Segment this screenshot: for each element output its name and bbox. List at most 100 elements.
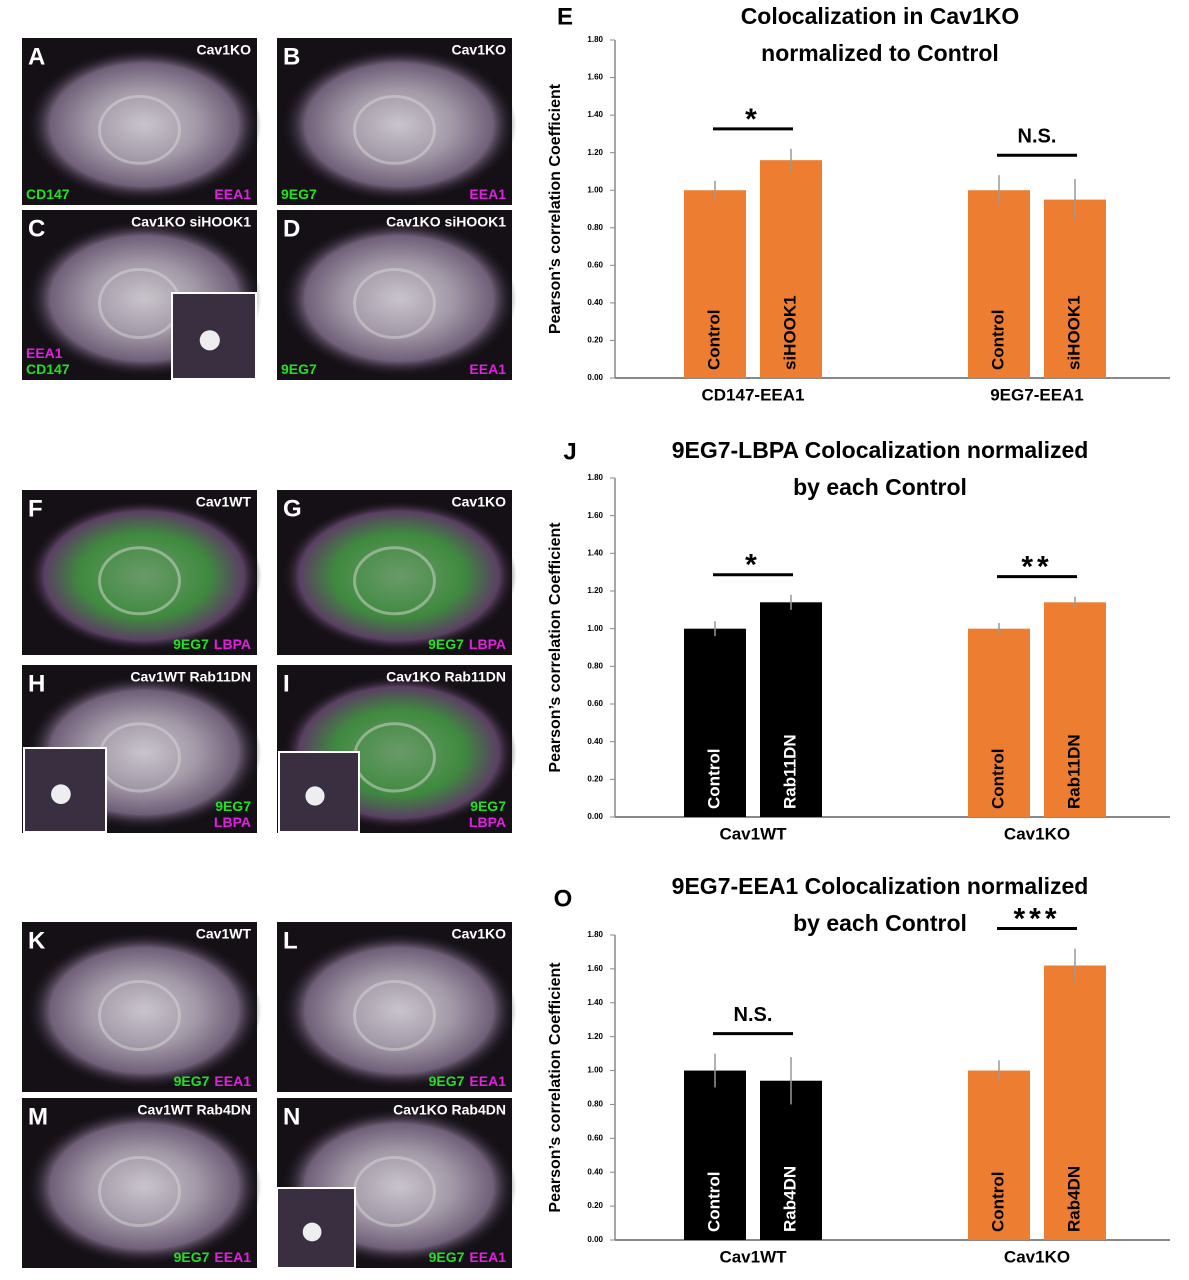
stain-name: LBPA xyxy=(469,636,506,652)
nucleus xyxy=(353,980,436,1051)
y-tick-label: 0.00 xyxy=(587,373,603,382)
micrograph xyxy=(277,38,517,205)
y-tick-label: 0.60 xyxy=(587,260,603,269)
panel-letter: E xyxy=(557,3,573,30)
y-tick-label: 1.80 xyxy=(587,35,603,44)
stain-label: 9EG7 xyxy=(470,798,506,814)
stain-name: LBPA xyxy=(214,814,251,830)
bar xyxy=(684,190,746,378)
stain-name: LBPA xyxy=(469,814,506,830)
stain-name: 9EG7 xyxy=(215,798,251,814)
category-label: Cav1WT xyxy=(719,824,787,843)
y-tick-label: 1.60 xyxy=(587,964,603,973)
stain-label: EEA1 xyxy=(469,186,506,202)
nucleus xyxy=(353,546,436,616)
inset-spot xyxy=(51,784,71,805)
stain-label: 9EG7 EEA1 xyxy=(174,1249,252,1265)
panel-condition: Cav1WT xyxy=(196,494,252,510)
y-tick-label: 0.00 xyxy=(587,1235,603,1244)
panel-letter: F xyxy=(28,495,43,522)
y-tick-label: 0.00 xyxy=(587,812,603,821)
stain-label: 9EG7 LBPA xyxy=(428,636,506,652)
cell xyxy=(26,499,262,652)
significance-label: * xyxy=(745,103,761,136)
stain-name: EEA1 xyxy=(469,1073,506,1089)
cell xyxy=(281,220,517,377)
panel-letter: H xyxy=(28,670,45,697)
y-tick-label: 0.20 xyxy=(587,1201,603,1210)
bar xyxy=(760,160,822,378)
panel-letter: N xyxy=(283,1103,300,1130)
bar xyxy=(968,190,1030,378)
category-label: Cav1KO xyxy=(1004,1247,1070,1266)
panel-condition: Cav1KO xyxy=(197,42,252,58)
cell xyxy=(26,932,262,1089)
panel-condition: Cav1KO xyxy=(452,42,507,58)
bar-label: Control xyxy=(988,749,1007,809)
cell xyxy=(281,499,517,652)
category-label: Cav1KO xyxy=(1004,824,1070,843)
stain-name: EEA1 xyxy=(214,1073,251,1089)
significance-label: N.S. xyxy=(734,1004,773,1026)
bar xyxy=(968,628,1030,817)
panel-letter: G xyxy=(283,495,302,522)
y-tick-label: 1.60 xyxy=(587,511,603,520)
micrograph xyxy=(22,210,262,380)
bar-label: Rab4DN xyxy=(1064,1166,1083,1232)
micrograph xyxy=(277,922,517,1092)
stain-label: 9EG7 EEA1 xyxy=(429,1073,507,1089)
inset-spot xyxy=(305,786,325,806)
inset-spot xyxy=(199,330,220,351)
stain-name: EEA1 xyxy=(469,361,506,377)
nucleus xyxy=(98,94,181,165)
significance-label: ** xyxy=(1021,551,1052,584)
stain-label: 9EG7 LBPA xyxy=(173,636,251,652)
panel-condition: Cav1KO xyxy=(452,494,507,510)
y-tick-label: 0.20 xyxy=(587,774,603,783)
chart-title: by each Control xyxy=(793,474,967,500)
y-axis-label: Pearson’s correlation Coefficient xyxy=(547,83,564,334)
bar-label: Control xyxy=(704,310,723,370)
significance-label: N.S. xyxy=(1018,125,1057,147)
micrograph xyxy=(22,665,262,833)
chart-title: by each Control xyxy=(793,910,967,936)
stain-label: 9EG7 xyxy=(281,361,317,377)
y-tick-label: 1.20 xyxy=(587,148,603,157)
y-tick-label: 0.40 xyxy=(587,737,603,746)
y-tick-label: 0.20 xyxy=(587,336,603,345)
bar xyxy=(1044,602,1106,817)
bar-label: Control xyxy=(704,749,723,809)
stain-label: EEA1 xyxy=(214,186,251,202)
bar-label: Rab11DN xyxy=(1064,734,1083,809)
bar xyxy=(684,628,746,817)
panel-letter: J xyxy=(563,438,576,465)
stain-label: EEA1 xyxy=(26,345,63,361)
cell xyxy=(281,48,517,202)
bar-label: Rab4DN xyxy=(780,1166,799,1232)
stain-label: 9EG7 xyxy=(215,798,251,814)
stain-name: EEA1 xyxy=(469,186,506,202)
y-tick-label: 1.20 xyxy=(587,586,603,595)
nucleus xyxy=(98,1156,181,1227)
y-tick-label: 1.80 xyxy=(587,930,603,939)
stain-name: 9EG7 xyxy=(470,798,506,814)
stain-name: EEA1 xyxy=(469,1249,506,1265)
stain-name: 9EG7 xyxy=(429,1073,465,1089)
bar-label: siHOOK1 xyxy=(1064,295,1083,370)
panel-condition: Cav1WT Rab11DN xyxy=(130,669,251,685)
panel-letter: I xyxy=(283,670,290,697)
panel-letter: B xyxy=(283,43,300,70)
y-tick-label: 1.40 xyxy=(587,110,603,119)
stain-label: 9EG7 xyxy=(281,186,317,202)
stain-name: 9EG7 xyxy=(429,1249,465,1265)
panel-letter: C xyxy=(28,215,45,242)
stain-label: 9EG7 EEA1 xyxy=(429,1249,507,1265)
micrograph xyxy=(277,210,517,380)
bar xyxy=(1044,199,1106,378)
significance-label: * xyxy=(745,549,761,582)
stain-name: EEA1 xyxy=(214,186,251,202)
stain-name: 9EG7 xyxy=(281,361,317,377)
bar-label: Control xyxy=(704,1172,723,1232)
chart-title: normalized to Control xyxy=(761,40,999,66)
